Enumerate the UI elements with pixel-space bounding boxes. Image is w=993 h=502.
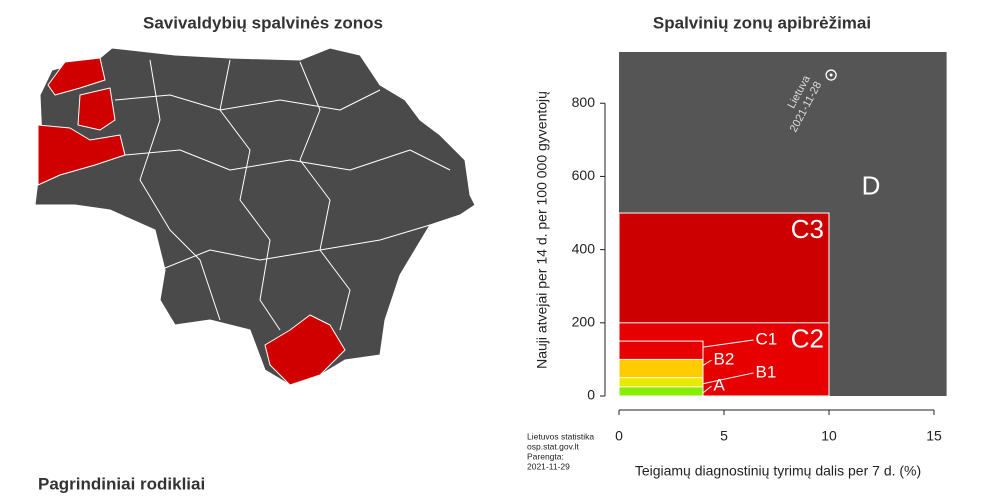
zone-label: B1 — [756, 362, 777, 381]
map-border — [299, 61, 351, 331]
source-note: 2021-11-29 — [527, 461, 570, 471]
map-region — [264, 314, 346, 386]
map-country — [34, 47, 476, 386]
x-axis-label: Teigiamų diagnostinių tyrimų dalis per 7… — [635, 463, 921, 479]
source-note: Lietuvos statistika — [527, 431, 594, 441]
y-tick-label: 800 — [572, 94, 596, 110]
map-border — [114, 89, 381, 111]
y-tick-label: 0 — [587, 387, 595, 403]
zone-label: C2 — [791, 324, 824, 354]
source-note: osp.stat.gov.lt — [527, 441, 579, 451]
map-region — [77, 87, 116, 131]
map-border — [159, 224, 431, 271]
x-tick-label: 15 — [926, 428, 942, 444]
map-border — [139, 59, 221, 321]
map-title: Savivaldybių spalvinės zonos — [143, 13, 383, 32]
zone-label: A — [714, 376, 726, 395]
data-point — [825, 69, 837, 81]
leader-line — [702, 359, 712, 366]
source-note: Parengta: — [527, 451, 564, 461]
map-border — [124, 149, 451, 171]
zone — [618, 386, 704, 397]
chart-title: Spalvinių zonų apibrėžimai — [653, 13, 871, 32]
x-tick-label: 5 — [720, 428, 728, 444]
y-tick-label: 200 — [572, 314, 596, 330]
zone-label: D — [862, 170, 881, 200]
leader-line — [702, 339, 754, 348]
map-region — [47, 57, 106, 96]
zone-label: C3 — [791, 214, 824, 244]
x-tick-label: 0 — [615, 428, 623, 444]
leader-line — [702, 385, 712, 394]
section-title: Pagrindiniai rodikliai — [38, 474, 205, 493]
zone-label: C1 — [756, 329, 778, 348]
zone-label: B2 — [714, 350, 735, 369]
map — [34, 47, 476, 386]
x-tick-label: 10 — [821, 428, 837, 444]
y-tick-label: 400 — [572, 240, 596, 256]
data-point-center — [829, 73, 833, 77]
leader-line — [702, 372, 754, 385]
y-axis-label: Nauji atvejai per 14 d. per 100 000 gyve… — [534, 91, 550, 369]
y-tick-label: 600 — [572, 167, 596, 183]
